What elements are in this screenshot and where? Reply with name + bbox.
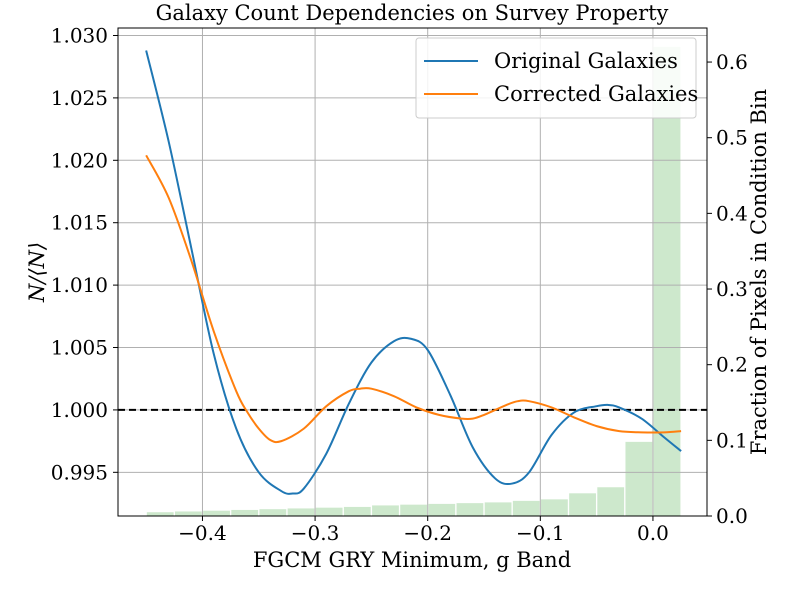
histogram-bar: [146, 512, 174, 516]
x-axis-title: FGCM GRY Minimum, g Band: [253, 548, 571, 572]
y-tick-label: 1.025: [51, 86, 108, 110]
legend-label-corrected: Corrected Galaxies: [494, 82, 698, 106]
histogram-bar: [625, 441, 653, 516]
histogram-bar: [231, 509, 259, 516]
histogram-bar: [203, 510, 230, 516]
y-right-axis-title: Fraction of Pixels in Condition Bin: [747, 89, 771, 455]
histogram-bar: [174, 511, 202, 516]
y-tick-label: 1.020: [51, 148, 108, 172]
series-line-corrected: [145, 154, 682, 444]
y-tick-label: 1.005: [51, 336, 108, 360]
histogram-bar: [400, 504, 428, 516]
y-right-tick-label: 0.4: [716, 201, 748, 225]
y-tick-label: 1.000: [51, 398, 108, 422]
y-right-tick-label: 0.6: [716, 50, 748, 74]
x-tick-label: −0.2: [403, 521, 452, 545]
histogram-bar: [315, 507, 343, 516]
series-lines: [145, 50, 682, 495]
histogram-bar: [569, 493, 596, 516]
histogram-bar: [287, 508, 315, 516]
y-right-tick-label: 0.5: [716, 126, 748, 150]
histogram-bar: [428, 503, 456, 516]
histogram-bar: [597, 487, 625, 516]
y-right-tick-label: 0.2: [716, 353, 748, 377]
y-right-tick-label: 0.0: [716, 504, 748, 528]
chart-title: Galaxy Count Dependencies on Survey Prop…: [156, 1, 669, 25]
y-axis-title: N/⟨N⟩: [25, 242, 49, 303]
histogram-bar: [540, 499, 568, 516]
y-right-tick-label: 0.1: [716, 428, 748, 452]
x-tick-label: 0.0: [637, 521, 669, 545]
x-tick-label: −0.3: [291, 521, 340, 545]
histogram-bars: [146, 46, 681, 516]
histogram-bar: [343, 506, 371, 516]
plot-frame: [117, 27, 708, 517]
histogram-bar: [372, 505, 399, 516]
histogram-bar: [653, 46, 681, 516]
y-tick-label: 1.015: [51, 211, 108, 235]
legend: Original Galaxies Corrected Galaxies: [415, 37, 698, 119]
x-tick-label: −0.1: [516, 521, 565, 545]
y-right-tick-label: 0.3: [716, 277, 748, 301]
histogram-bar: [484, 502, 512, 516]
legend-label-original: Original Galaxies: [494, 49, 678, 73]
y-tick-label: 0.995: [51, 460, 108, 484]
series-line-original: [145, 50, 682, 495]
histogram-bar: [512, 500, 540, 516]
y-tick-label: 1.010: [51, 273, 108, 297]
legend-box: [415, 37, 697, 119]
x-tick-label: −0.4: [178, 521, 227, 545]
axis-ticks: −0.4 −0.3 −0.2 −0.1 0.0 0.995 1.000 1.005 1.010 1…: [51, 23, 748, 545]
histogram-bar: [259, 509, 287, 516]
y-tick-label: 1.030: [51, 23, 108, 47]
histogram-bar: [456, 503, 484, 516]
